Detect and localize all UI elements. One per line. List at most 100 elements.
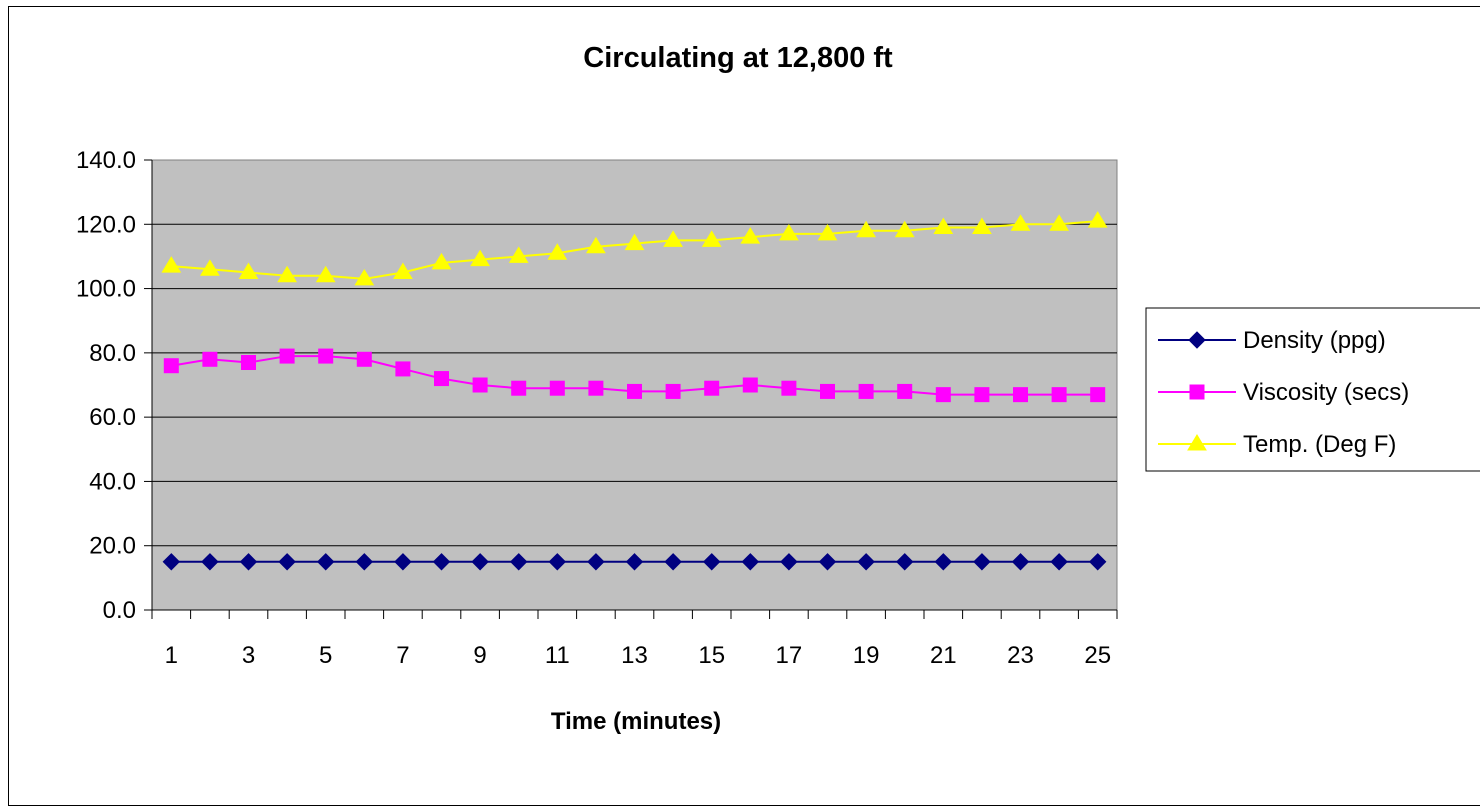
data-point (935, 387, 951, 403)
x-tick-label: 25 (1084, 642, 1111, 669)
data-point (972, 217, 992, 234)
data-point (239, 553, 258, 571)
y-tick-label: 20.0 (89, 533, 136, 560)
data-point (202, 351, 218, 367)
y-tick-label: 60.0 (89, 404, 136, 431)
data-point (894, 220, 915, 238)
y-tick-label: 140.0 (76, 147, 136, 174)
data-point (973, 553, 991, 571)
data-point (704, 380, 720, 396)
data-point (471, 553, 489, 571)
data-point (1090, 387, 1106, 403)
y-tick-label: 0.0 (103, 597, 136, 624)
data-point (509, 553, 528, 571)
data-point (586, 236, 606, 254)
data-point (1010, 214, 1031, 231)
data-point (742, 377, 758, 393)
data-point (162, 553, 181, 571)
data-point (701, 230, 722, 247)
data-point (780, 553, 798, 571)
data-point (318, 348, 334, 364)
data-point (511, 380, 527, 396)
y-tick-label: 120.0 (76, 211, 136, 238)
legend-label: Viscosity (secs) (1243, 379, 1409, 406)
y-tick-label: 80.0 (89, 340, 136, 367)
data-point (470, 249, 490, 267)
data-point (820, 383, 835, 399)
data-point (1088, 553, 1107, 571)
series-2 (163, 348, 1106, 403)
x-tick-label: 13 (621, 642, 648, 669)
series-3 (161, 211, 1108, 286)
data-point (315, 265, 336, 283)
legend-label: Temp. (Deg F) (1243, 431, 1396, 458)
data-point (781, 380, 797, 396)
data-point (664, 553, 682, 571)
data-point (974, 387, 990, 403)
gridlines (152, 223, 1117, 547)
data-point (1050, 553, 1068, 571)
data-point (588, 380, 604, 396)
x-tick-label: 5 (319, 642, 332, 669)
data-point (431, 252, 452, 270)
data-point (394, 553, 412, 571)
legend-entry: Density (ppg) (1158, 327, 1386, 354)
legend-label: Density (ppg) (1243, 327, 1386, 354)
x-tick-label: 7 (396, 642, 409, 669)
data-point (393, 262, 413, 279)
data-point (702, 553, 721, 571)
legend-entry: Temp. (Deg F) (1158, 431, 1396, 458)
data-point (395, 361, 411, 377)
series-layer (161, 211, 1108, 571)
data-point (1189, 384, 1205, 400)
data-point (241, 355, 256, 370)
data-point (547, 243, 568, 260)
data-point (858, 383, 874, 399)
data-point (818, 553, 837, 571)
data-point (625, 553, 644, 571)
x-tick-label: 9 (473, 642, 486, 669)
data-point (549, 380, 565, 396)
data-point (856, 220, 876, 238)
x-tick-label: 17 (776, 642, 803, 669)
data-point (1187, 434, 1207, 451)
x-tick-label: 21 (930, 642, 957, 669)
x-tick-label: 23 (1007, 642, 1034, 669)
x-axis-title: Time (minutes) (551, 708, 721, 735)
data-point (432, 553, 451, 571)
data-point (741, 553, 760, 571)
data-point (627, 383, 642, 399)
data-point (1011, 553, 1030, 571)
data-point (1051, 387, 1067, 403)
data-point (238, 262, 259, 279)
x-tick-label: 3 (242, 642, 255, 669)
data-point (779, 223, 799, 241)
data-point (277, 265, 297, 283)
data-point (1188, 331, 1206, 349)
data-point (200, 259, 220, 276)
legend: Density (ppg) Viscosity (secs) Temp. (Deg … (1145, 307, 1480, 472)
data-point (316, 553, 335, 571)
data-point (665, 383, 681, 399)
y-tick-label: 100.0 (76, 276, 136, 303)
data-point (163, 358, 179, 374)
data-point (201, 553, 219, 571)
data-point (1087, 211, 1108, 228)
data-point (1013, 387, 1028, 403)
series-1 (162, 553, 1107, 571)
data-point (895, 553, 914, 571)
data-point (663, 230, 683, 247)
data-point (355, 553, 374, 571)
data-point (354, 268, 375, 286)
x-tick-label: 15 (698, 642, 725, 669)
x-tick-label: 19 (853, 642, 880, 669)
data-point (1049, 214, 1069, 231)
data-point (624, 233, 645, 251)
data-point (897, 383, 913, 399)
data-point (434, 371, 449, 387)
y-axis-ticks: 0.0 20.0 40.0 60.0 80.0 100.0 120.0 140.0 (76, 147, 153, 624)
data-point (278, 553, 296, 571)
data-point (934, 553, 953, 571)
data-point (817, 223, 838, 241)
